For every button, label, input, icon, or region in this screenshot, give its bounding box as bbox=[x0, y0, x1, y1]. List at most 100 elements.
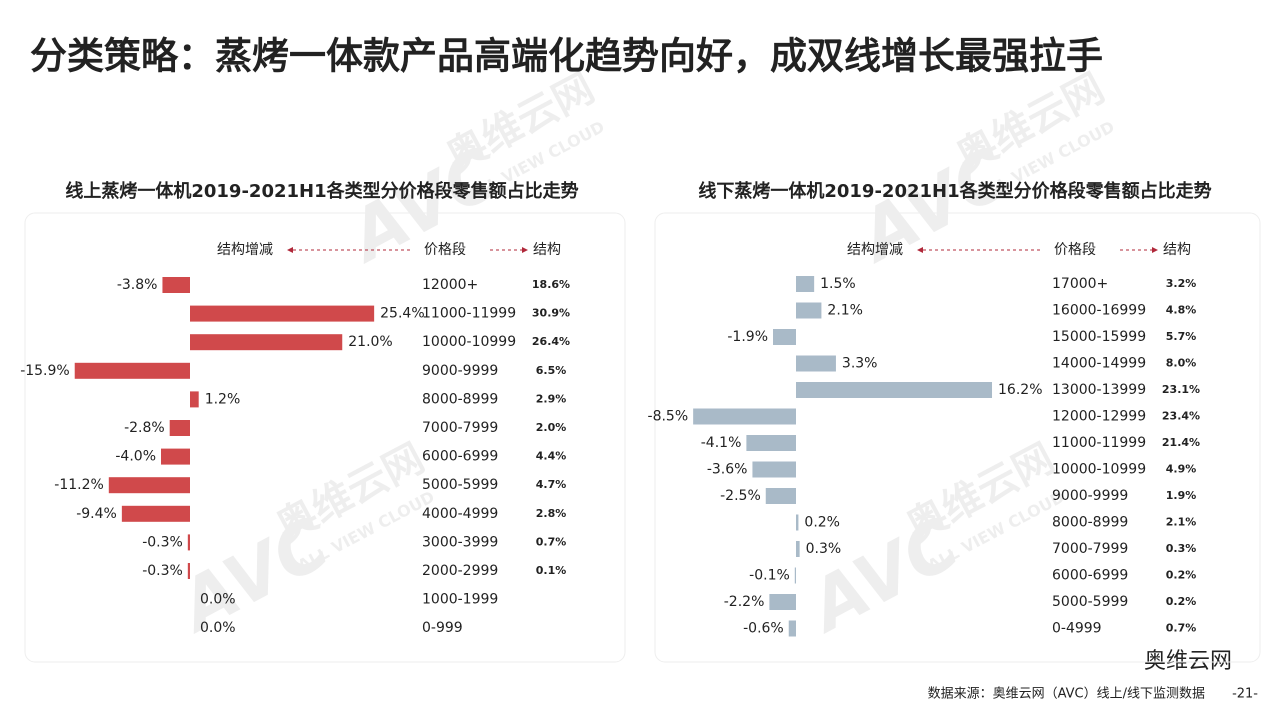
bar bbox=[187, 534, 190, 551]
bar bbox=[108, 477, 190, 494]
share-label: 0.2% bbox=[1166, 595, 1197, 608]
data-label: -0.1% bbox=[749, 568, 790, 584]
data-label: -3.6% bbox=[707, 462, 748, 478]
data-label: -0.3% bbox=[142, 563, 183, 579]
category-label: 8000-8999 bbox=[1052, 515, 1128, 531]
category-label: 12000+ bbox=[422, 277, 478, 293]
data-label: -3.8% bbox=[117, 277, 158, 293]
bar bbox=[796, 276, 815, 292]
data-label: 0.0% bbox=[200, 620, 236, 636]
category-header: 价格段 bbox=[1054, 242, 1096, 258]
bar bbox=[169, 420, 190, 436]
bar bbox=[796, 302, 822, 319]
category-label: 7000-7999 bbox=[422, 420, 498, 436]
data-label: 25.4% bbox=[380, 306, 424, 322]
data-label: 21.0% bbox=[348, 334, 392, 350]
data-label: 0.2% bbox=[804, 515, 840, 531]
category-label: 0-4999 bbox=[1052, 621, 1102, 637]
share-label: 23.1% bbox=[1162, 383, 1200, 396]
bar bbox=[765, 488, 796, 504]
data-label: -4.0% bbox=[115, 449, 156, 465]
category-label: 5000-5999 bbox=[422, 477, 498, 493]
category-label: 15000-15999 bbox=[1052, 329, 1146, 345]
panel bbox=[654, 212, 1261, 663]
bar bbox=[190, 391, 199, 408]
source-note: 数据来源：奥维云网（AVC）线上/线下监测数据 bbox=[928, 687, 1205, 702]
bar bbox=[794, 567, 796, 584]
share-label: 0.7% bbox=[1166, 622, 1197, 635]
category-label: 3000-3999 bbox=[422, 534, 498, 550]
slide-title: 分类策略：蒸烤一体款产品高端化趋势向好，成双线增长最强拉手 bbox=[30, 35, 1103, 78]
legend-label: 结构增减 bbox=[847, 242, 903, 258]
bar bbox=[752, 461, 796, 478]
category-label: 10000-10999 bbox=[1052, 462, 1146, 478]
data-label: -15.9% bbox=[20, 363, 70, 379]
bar bbox=[190, 305, 375, 322]
data-label: -1.9% bbox=[727, 329, 768, 345]
category-label: 8000-8999 bbox=[422, 391, 498, 407]
share-label: 4.9% bbox=[1166, 463, 1197, 476]
category-label: 7000-7999 bbox=[1052, 541, 1128, 557]
share-label: 18.6% bbox=[532, 278, 570, 291]
bar bbox=[773, 329, 796, 345]
bar bbox=[796, 541, 800, 557]
bar bbox=[693, 408, 796, 425]
data-label: -2.8% bbox=[124, 420, 165, 436]
category-label: 9000-9999 bbox=[1052, 488, 1128, 504]
category-label: 10000-10999 bbox=[422, 334, 516, 350]
category-label: 2000-2999 bbox=[422, 563, 498, 579]
data-label: -0.3% bbox=[142, 534, 183, 550]
data-label: 2.1% bbox=[827, 303, 863, 319]
share-label: 8.0% bbox=[1166, 357, 1197, 370]
bar bbox=[161, 448, 190, 465]
bar bbox=[121, 505, 190, 522]
share-label: 0.1% bbox=[536, 564, 567, 577]
category-label: 13000-13999 bbox=[1052, 382, 1146, 398]
share-header: 结构 bbox=[533, 242, 561, 258]
bar bbox=[796, 514, 799, 531]
bar bbox=[796, 355, 836, 372]
category-label: 17000+ bbox=[1052, 276, 1108, 292]
data-label: 3.3% bbox=[842, 356, 878, 372]
category-label: 16000-16999 bbox=[1052, 303, 1146, 319]
chart-title: 线上蒸烤一体机2019-2021H1各类型分价格段零售额占比走势 bbox=[65, 180, 578, 202]
category-label: 6000-6999 bbox=[1052, 568, 1128, 584]
share-label: 2.9% bbox=[536, 392, 567, 405]
category-label: 11000-11999 bbox=[422, 306, 516, 322]
data-label: -2.2% bbox=[724, 594, 765, 610]
bar bbox=[769, 594, 796, 610]
bar bbox=[190, 334, 343, 351]
share-label: 5.7% bbox=[1166, 330, 1197, 343]
legend-label: 结构增减 bbox=[217, 242, 273, 258]
category-label: 4000-4999 bbox=[422, 506, 498, 522]
share-label: 6.5% bbox=[536, 364, 567, 377]
panel bbox=[24, 212, 626, 663]
bar bbox=[162, 277, 190, 293]
bar bbox=[74, 362, 190, 379]
share-label: 4.8% bbox=[1166, 304, 1197, 317]
bar bbox=[788, 620, 796, 637]
share-label: 2.8% bbox=[536, 507, 567, 520]
category-header: 价格段 bbox=[424, 242, 466, 258]
category-label: 9000-9999 bbox=[422, 363, 498, 379]
bar bbox=[796, 382, 993, 398]
data-label: -4.1% bbox=[701, 435, 742, 451]
data-label: 1.2% bbox=[205, 391, 241, 407]
category-label: 0-999 bbox=[422, 620, 463, 636]
data-label: 1.5% bbox=[820, 276, 856, 292]
share-label: 2.1% bbox=[1166, 516, 1197, 529]
data-label: -2.5% bbox=[720, 488, 761, 504]
share-label: 21.4% bbox=[1162, 436, 1200, 449]
share-label: 4.7% bbox=[536, 478, 567, 491]
data-label: 0.3% bbox=[806, 541, 842, 557]
category-label: 1000-1999 bbox=[422, 592, 498, 608]
share-label: 2.0% bbox=[536, 421, 567, 434]
category-label: 12000-12999 bbox=[1052, 409, 1146, 425]
data-label: 0.0% bbox=[200, 592, 236, 608]
share-label: 3.2% bbox=[1166, 277, 1197, 290]
category-label: 6000-6999 bbox=[422, 449, 498, 465]
share-label: 0.3% bbox=[1166, 542, 1197, 555]
